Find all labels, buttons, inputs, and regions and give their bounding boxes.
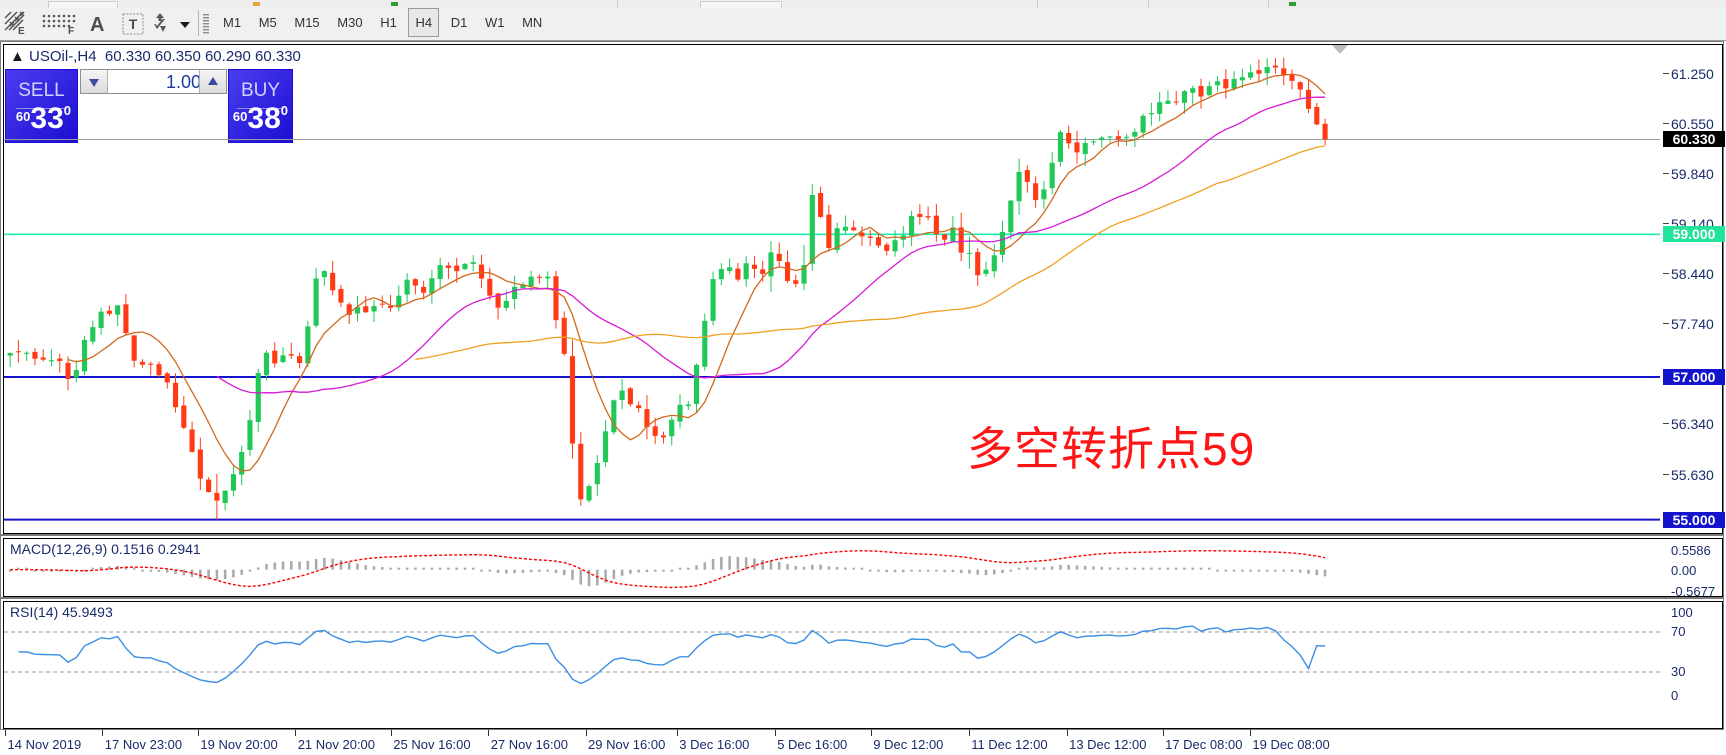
svg-text:T: T <box>129 16 138 32</box>
